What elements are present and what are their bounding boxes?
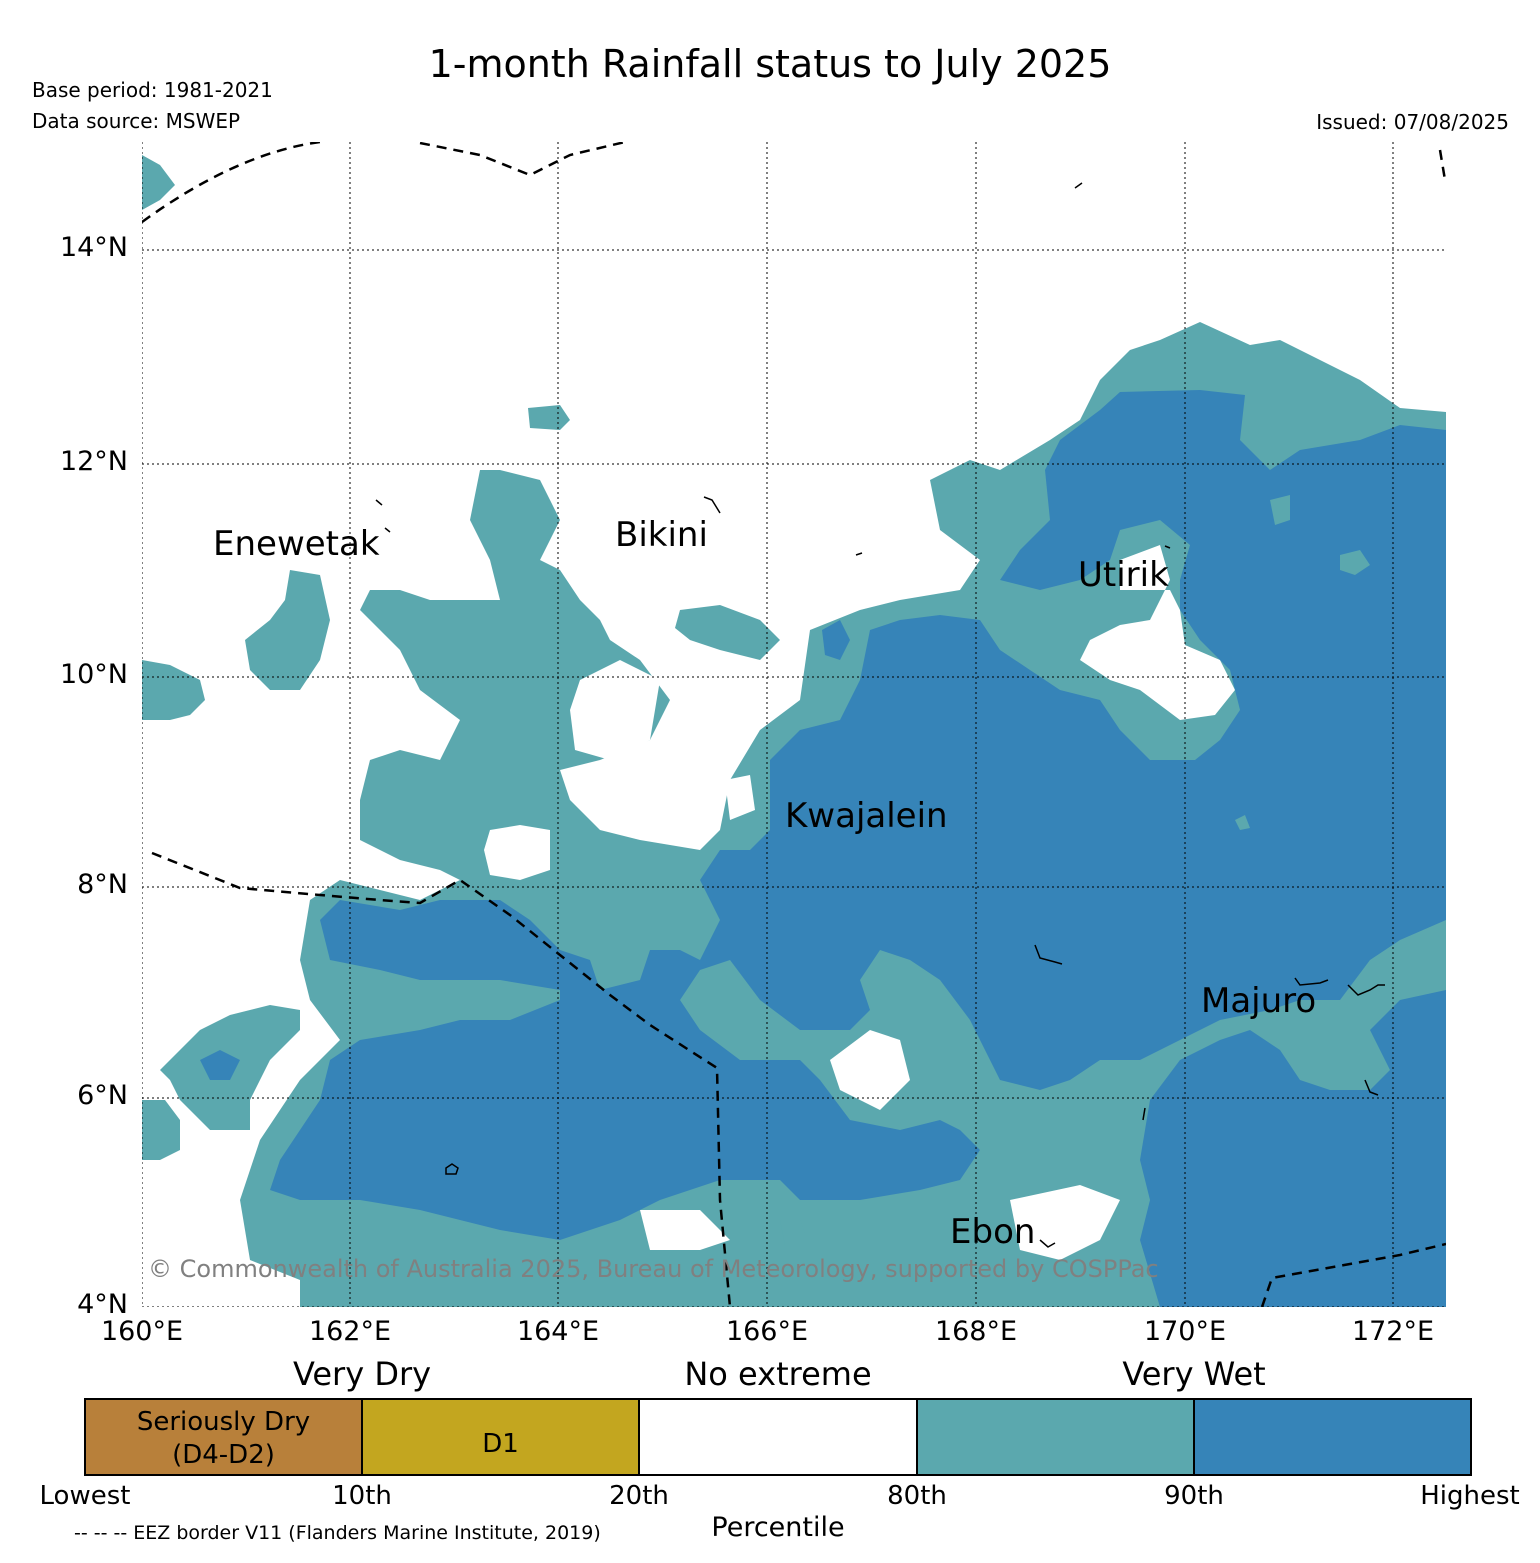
no-extreme-holes xyxy=(484,545,1235,1260)
place-label-ebon: Ebon xyxy=(950,1212,1036,1252)
lon-label-160e: 160°E xyxy=(100,1316,184,1347)
legend-box-seriously-dry: Seriously Dry (D4-D2) xyxy=(84,1398,363,1476)
lat-label-14n: 14°N xyxy=(59,232,128,263)
very-wet-region-10-5n-blob xyxy=(675,605,780,660)
eez-border-note: -- -- -- EEZ border V11 (Flanders Marine… xyxy=(74,1522,601,1544)
legend-box-d1: D1 xyxy=(361,1398,640,1476)
highest-wet-region-kwajalein-pocket xyxy=(822,620,850,660)
percentile-label-20th: 20th xyxy=(609,1481,669,1511)
place-label-kwajalein: Kwajalein xyxy=(785,796,948,836)
data-source-note: Data source: MSWEP xyxy=(32,109,241,133)
chart-title: 1-month Rainfall status to July 2025 xyxy=(428,42,1112,86)
wet-islands xyxy=(780,495,1370,1245)
graticule xyxy=(142,142,1446,1307)
map-frame xyxy=(142,142,1446,1307)
legend-box-seriously-dry-line2: (D4-D2) xyxy=(172,1440,275,1470)
lat-label-8n: 8°N xyxy=(77,869,128,900)
percentile-axis-title: Percentile xyxy=(711,1512,845,1543)
percentile-label-80th: 80th xyxy=(887,1481,947,1511)
copyright-note: © Commonwealth of Australia 2025, Bureau… xyxy=(148,1255,1159,1283)
place-label-majuro: Majuro xyxy=(1201,981,1317,1021)
lon-label-166e: 166°E xyxy=(725,1316,809,1347)
very-wet-region-west-top xyxy=(245,570,330,690)
legend-category-no-extreme: No extreme xyxy=(684,1355,872,1393)
no-extreme-hole-8n xyxy=(484,825,550,880)
very-wet-region-12n-blob xyxy=(528,405,570,430)
percentile-label-90th: 90th xyxy=(1164,1481,1224,1511)
no-extreme-hole-6n xyxy=(830,1030,910,1110)
no-extreme-hole-kwajalein-west xyxy=(725,775,755,820)
legend-category-very-dry: Very Dry xyxy=(292,1355,432,1393)
lon-label-164e: 164°E xyxy=(516,1316,600,1347)
place-label-enewetak: Enewetak xyxy=(213,524,380,564)
issued-date: Issued: 07/08/2025 xyxy=(1316,110,1509,134)
lon-label-162e: 162°E xyxy=(308,1316,392,1347)
no-extreme-hole-utirik xyxy=(1080,545,1235,720)
legend-category-very-wet: Very Wet xyxy=(1122,1355,1266,1393)
lat-label-10n: 10°N xyxy=(59,659,128,690)
lon-label-168e: 168°E xyxy=(934,1316,1018,1347)
place-label-utirik: Utirik xyxy=(1078,555,1169,595)
legend-box-80-90 xyxy=(916,1398,1195,1476)
highest-wet-region-east xyxy=(270,390,1446,1240)
highest-wet-region-6-5n-west xyxy=(200,1050,240,1080)
percentile-label-lowest: Lowest xyxy=(39,1481,131,1511)
no-extreme-hole-ebon xyxy=(640,1185,1120,1260)
very-wet-region-north-islet xyxy=(142,155,175,210)
highest-wet-region-layer xyxy=(200,390,1446,1307)
atoll-outlines xyxy=(375,182,1385,1248)
percentile-label-highest: Highest xyxy=(1420,1481,1520,1511)
very-wet-region-far-west-5n xyxy=(142,1100,180,1160)
legend-box-90-highest xyxy=(1193,1398,1472,1476)
lon-label-170e: 170°E xyxy=(1143,1316,1227,1347)
legend-box-d1-label: D1 xyxy=(482,1429,519,1459)
lat-label-4n: 4°N xyxy=(77,1289,128,1320)
very-wet-region-west-10n xyxy=(142,660,205,720)
lon-label-172e: 172°E xyxy=(1351,1316,1435,1347)
lat-label-12n: 12°N xyxy=(59,446,128,477)
base-period-note: Base period: 1981-2021 xyxy=(32,78,273,102)
place-label-bikini: Bikini xyxy=(615,515,708,555)
eez-border xyxy=(142,142,1446,1307)
legend-box-seriously-dry-line1: Seriously Dry xyxy=(136,1407,311,1437)
highest-wet-region-southeast xyxy=(1140,990,1446,1307)
legend-box-no-extreme xyxy=(638,1398,918,1476)
lat-label-6n: 6°N xyxy=(77,1080,128,1111)
percentile-label-10th: 10th xyxy=(332,1481,392,1511)
no-extreme-hole-bikini-south xyxy=(570,660,660,760)
